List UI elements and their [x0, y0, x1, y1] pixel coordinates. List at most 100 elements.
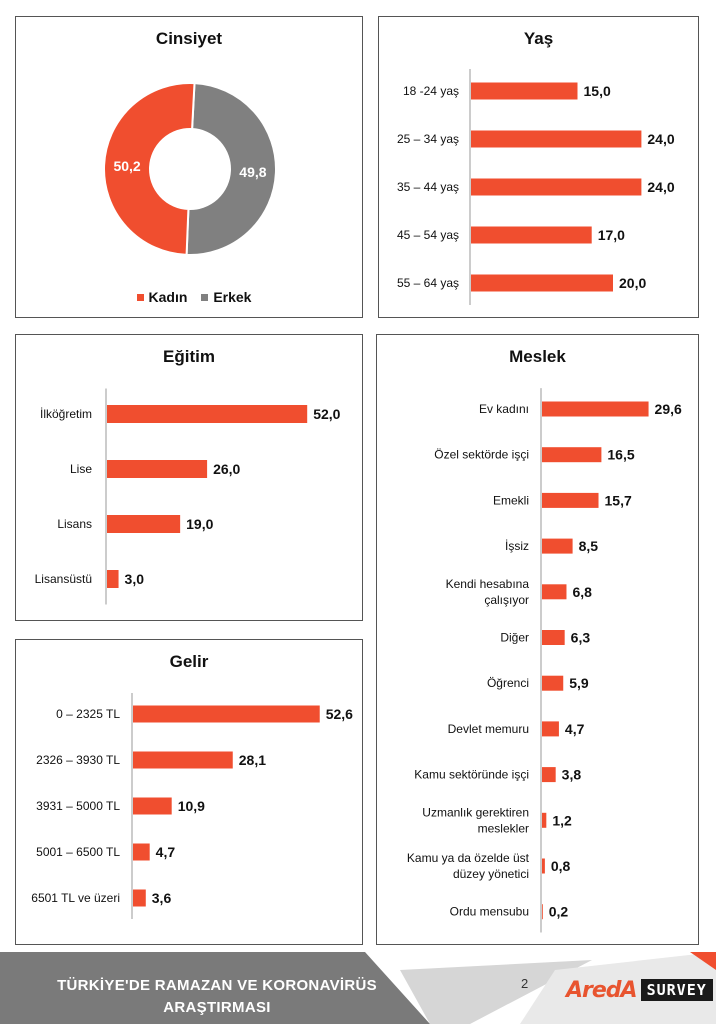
- tick-label: Kamu ya da özelde üst: [407, 851, 530, 865]
- bar: [542, 630, 565, 645]
- age-panel: Yaş 15,0 18 -24 yaş 24,0 25 – 34 yaş 24,0 35 …: [378, 16, 699, 318]
- bar: [542, 401, 649, 417]
- bar: [542, 767, 556, 783]
- tick-label: 35 – 44 yaş: [397, 180, 459, 194]
- data-label: 28,1: [239, 752, 266, 768]
- bar: [542, 538, 573, 554]
- education-bar-chart: 52,0 İlköğretim 26,0 Lise 19,0 Lisans 3,0 Lisan…: [35, 388, 341, 605]
- tick-label: çalışıyor: [484, 593, 529, 607]
- bar: [542, 812, 547, 828]
- bar: [542, 675, 564, 691]
- data-label: 17,0: [598, 227, 625, 243]
- bar: [542, 447, 602, 463]
- gender-panel: Cinsiyet 49,8 50,2 Kadın Erkek: [15, 16, 363, 318]
- tick-label: meslekler: [478, 821, 529, 835]
- bar: [107, 570, 119, 588]
- income-bar-chart: 52,6 0 – 2325 TL 28,1 2326 – 3930 TL 10,9 393…: [31, 693, 353, 919]
- bar: [107, 515, 181, 533]
- data-label: 8,5: [579, 538, 599, 554]
- bar: [542, 904, 543, 920]
- legend-label-erkek: Erkek: [213, 289, 252, 305]
- tick-label: Uzmanlık gerektiren: [422, 805, 529, 819]
- tick-label: Lise: [70, 462, 92, 476]
- age-bar-chart: 15,0 18 -24 yaş 24,0 25 – 34 yaş 24,0 35 – 44…: [397, 69, 675, 305]
- areda-survey-logo: AredA SURVEY: [566, 978, 713, 1003]
- tick-label: İşsiz: [505, 539, 529, 553]
- tick-label: İlköğretim: [40, 407, 92, 421]
- education-panel: Eğitim 52,0 İlköğretim 26,0 Lise 19,0 Lisans 3…: [15, 334, 363, 621]
- data-label: 4,7: [156, 844, 176, 860]
- tick-label: 2326 – 3930 TL: [36, 753, 120, 767]
- bar: [471, 130, 642, 148]
- tick-label: 5001 – 6500 TL: [36, 845, 120, 859]
- tick-label: 0 – 2325 TL: [56, 707, 120, 721]
- tick-label: Ev kadını: [479, 402, 529, 416]
- gender-donut-chart: 49,8 50,2: [103, 82, 278, 256]
- tick-label: Kamu sektöründe işçi: [414, 768, 529, 782]
- bar: [471, 82, 578, 100]
- data-label: 19,0: [186, 516, 213, 532]
- data-label: 6,8: [572, 584, 592, 600]
- tick-label: Kendi hesabına: [446, 577, 530, 591]
- data-label: 26,0: [213, 461, 240, 477]
- slice-kadin: [103, 82, 196, 256]
- data-label: 50,2: [113, 158, 140, 174]
- legend-label-kadin: Kadın: [148, 289, 188, 305]
- data-label: 5,9: [569, 675, 589, 691]
- bar: [471, 274, 613, 292]
- chart-title: Meslek: [509, 347, 566, 366]
- data-label: 52,6: [326, 706, 353, 722]
- tick-label: 45 – 54 yaş: [397, 228, 459, 242]
- bar: [471, 178, 642, 196]
- bar: [133, 705, 320, 723]
- bar: [542, 721, 559, 737]
- chart-title: Eğitim: [163, 347, 215, 366]
- legend-swatch-erkek: [201, 294, 209, 301]
- tick-label: 6501 TL ve üzeri: [31, 891, 120, 905]
- data-label: 3,6: [152, 890, 172, 906]
- tick-label: Devlet memuru: [448, 722, 529, 736]
- bar: [133, 843, 150, 861]
- tick-label: Ordu mensubu: [450, 905, 529, 919]
- bar: [542, 492, 599, 508]
- bar: [542, 584, 567, 600]
- data-label: 0,8: [551, 858, 571, 874]
- report-title: TÜRKİYE'DE RAMAZAN VE KORONAVİRÜS ARAŞTI…: [57, 977, 377, 1016]
- footer-band: [0, 952, 716, 1024]
- slice-erkek: [185, 82, 278, 256]
- data-label: 10,9: [178, 798, 205, 814]
- data-label: 6,3: [571, 630, 591, 646]
- tick-label: Özel sektörde işçi: [434, 448, 529, 462]
- bar: [133, 751, 233, 769]
- data-label: 1,2: [552, 812, 572, 828]
- chart-title: Cinsiyet: [155, 29, 223, 48]
- data-label: 15,0: [584, 83, 611, 99]
- tick-label: 18 -24 yaş: [403, 84, 459, 98]
- chart-title: Yaş: [523, 29, 554, 48]
- legend-swatch-kadin: [136, 294, 144, 301]
- data-label: 16,5: [607, 447, 634, 463]
- income-panel: Gelir 52,6 0 – 2325 TL 28,1 2326 – 3930 TL 1…: [15, 639, 363, 945]
- bar: [542, 858, 545, 874]
- tick-label: Emekli: [493, 493, 529, 507]
- page-number: 2: [521, 976, 529, 991]
- tick-label: 55 – 64 yaş: [397, 276, 459, 290]
- tick-label: düzey yönetici: [453, 867, 529, 881]
- bar: [471, 226, 592, 244]
- tick-label: 3931 – 5000 TL: [36, 799, 120, 813]
- data-label: 49,8: [239, 164, 266, 180]
- occupation-panel: Meslek 29,6 Ev kadını 16,5 Özel sektörde iş…: [376, 334, 699, 945]
- tick-label: Öğrenci: [487, 676, 529, 690]
- logo-box: SURVEY: [640, 979, 713, 1001]
- data-label: 29,6: [655, 401, 682, 417]
- tick-label: Lisansüstü: [35, 572, 92, 586]
- bar: [133, 889, 146, 907]
- chart-title: Gelir: [169, 652, 209, 671]
- bar: [107, 460, 208, 478]
- bar: [107, 405, 308, 423]
- data-label: 24,0: [647, 131, 674, 147]
- tick-label: Diğer: [500, 631, 529, 645]
- data-label: 0,2: [549, 904, 569, 920]
- data-label: 24,0: [647, 179, 674, 195]
- tick-label: Lisans: [57, 517, 92, 531]
